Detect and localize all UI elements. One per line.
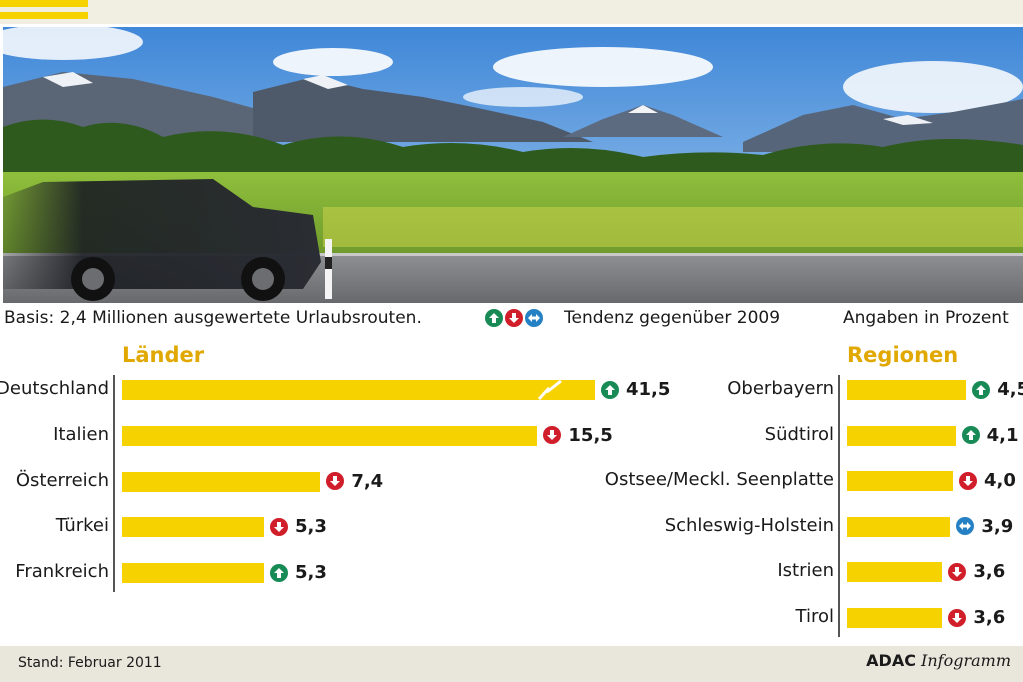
value-label: 4,1 xyxy=(961,424,1019,446)
brand-logo: ADAC Infogramm xyxy=(866,651,1011,670)
value-text: 3,9 xyxy=(981,515,1014,537)
arrow-down-icon xyxy=(948,608,967,627)
category-label: Türkei xyxy=(55,515,109,537)
value-text: 41,5 xyxy=(626,379,671,400)
bar xyxy=(847,471,953,492)
header-strip xyxy=(0,0,1023,24)
bar xyxy=(847,608,943,628)
arrow-down-icon xyxy=(326,472,345,490)
value-label: 15,5 xyxy=(543,424,613,446)
value-text: 4,1 xyxy=(986,424,1019,446)
category-label: Istrien xyxy=(777,560,834,582)
arrow-down-icon xyxy=(543,426,562,445)
category-label: Frankreich xyxy=(15,561,109,582)
header-stripe xyxy=(0,12,88,19)
value-label: 5,3 xyxy=(270,562,327,583)
arrow-down-icon xyxy=(505,309,523,327)
arrow-up-icon xyxy=(485,309,503,327)
arrow-down-icon xyxy=(270,517,289,536)
bar xyxy=(122,471,321,492)
category-label: Österreich xyxy=(15,469,109,491)
value-label: 3,6 xyxy=(948,607,1005,628)
arrow-up-icon xyxy=(601,380,619,399)
header-stripe xyxy=(0,0,88,7)
arrow-up-icon xyxy=(961,426,980,445)
arrow-up-icon xyxy=(270,563,289,582)
value-label: 7,4 xyxy=(326,471,383,492)
arrow-down-icon xyxy=(948,562,967,581)
value-text: 4,0 xyxy=(984,470,1016,492)
value-label: 41,5 xyxy=(601,379,670,400)
axis-break-mark xyxy=(537,379,562,401)
bar xyxy=(847,380,967,400)
value-text: 7,4 xyxy=(351,470,384,492)
category-label: Oberbayern xyxy=(727,378,834,399)
bar xyxy=(122,563,265,583)
footer xyxy=(0,646,1023,682)
stand-date: Stand: Februar 2011 xyxy=(18,655,162,671)
category-label: Ostsee/Meckl. Seenplatte xyxy=(604,469,834,491)
value-text: 3,6 xyxy=(973,607,1006,628)
laender-title: Länder xyxy=(122,343,205,367)
bar xyxy=(847,425,956,446)
brand-name: ADAC xyxy=(866,651,916,670)
arrow-left-right-icon xyxy=(956,517,975,536)
category-label: Südtirol xyxy=(764,423,834,445)
value-label: 5,3 xyxy=(270,516,327,537)
value-text: 4,5 xyxy=(997,379,1023,400)
bar xyxy=(847,562,943,583)
category-label: Schleswig-Holstein xyxy=(664,514,834,536)
category-label: Tirol xyxy=(795,606,834,627)
arrow-left-right-icon xyxy=(525,309,543,327)
bar xyxy=(122,517,265,538)
bar xyxy=(122,425,538,446)
value-label: 3,6 xyxy=(948,561,1005,582)
value-label: 4,0 xyxy=(959,470,1016,491)
trend-legend xyxy=(485,309,543,327)
brand-suffix: Infogramm xyxy=(921,651,1011,670)
regionen-title: Regionen xyxy=(847,343,959,367)
unit-note: Angaben in Prozent xyxy=(843,308,1009,328)
arrow-down-icon xyxy=(959,471,977,490)
value-label: 4,5 xyxy=(972,379,1023,400)
value-text: 5,3 xyxy=(295,516,327,538)
bar xyxy=(122,380,595,400)
basis-note: Basis: 2,4 Millionen ausgewertete Urlaub… xyxy=(4,308,422,328)
value-label: 3,9 xyxy=(956,516,1013,537)
category-label: Italien xyxy=(53,423,109,445)
value-text: 3,6 xyxy=(973,561,1006,583)
laender-axis xyxy=(113,375,115,592)
value-text: 5,3 xyxy=(295,562,327,583)
trend-legend-text: Tendenz gegenüber 2009 xyxy=(564,308,781,328)
value-text: 15,5 xyxy=(568,424,613,446)
arrow-up-icon xyxy=(972,380,991,399)
bar xyxy=(847,516,951,537)
landscape-photo xyxy=(3,27,1023,303)
regionen-axis xyxy=(838,375,840,637)
category-label: Deutschland xyxy=(0,378,109,399)
